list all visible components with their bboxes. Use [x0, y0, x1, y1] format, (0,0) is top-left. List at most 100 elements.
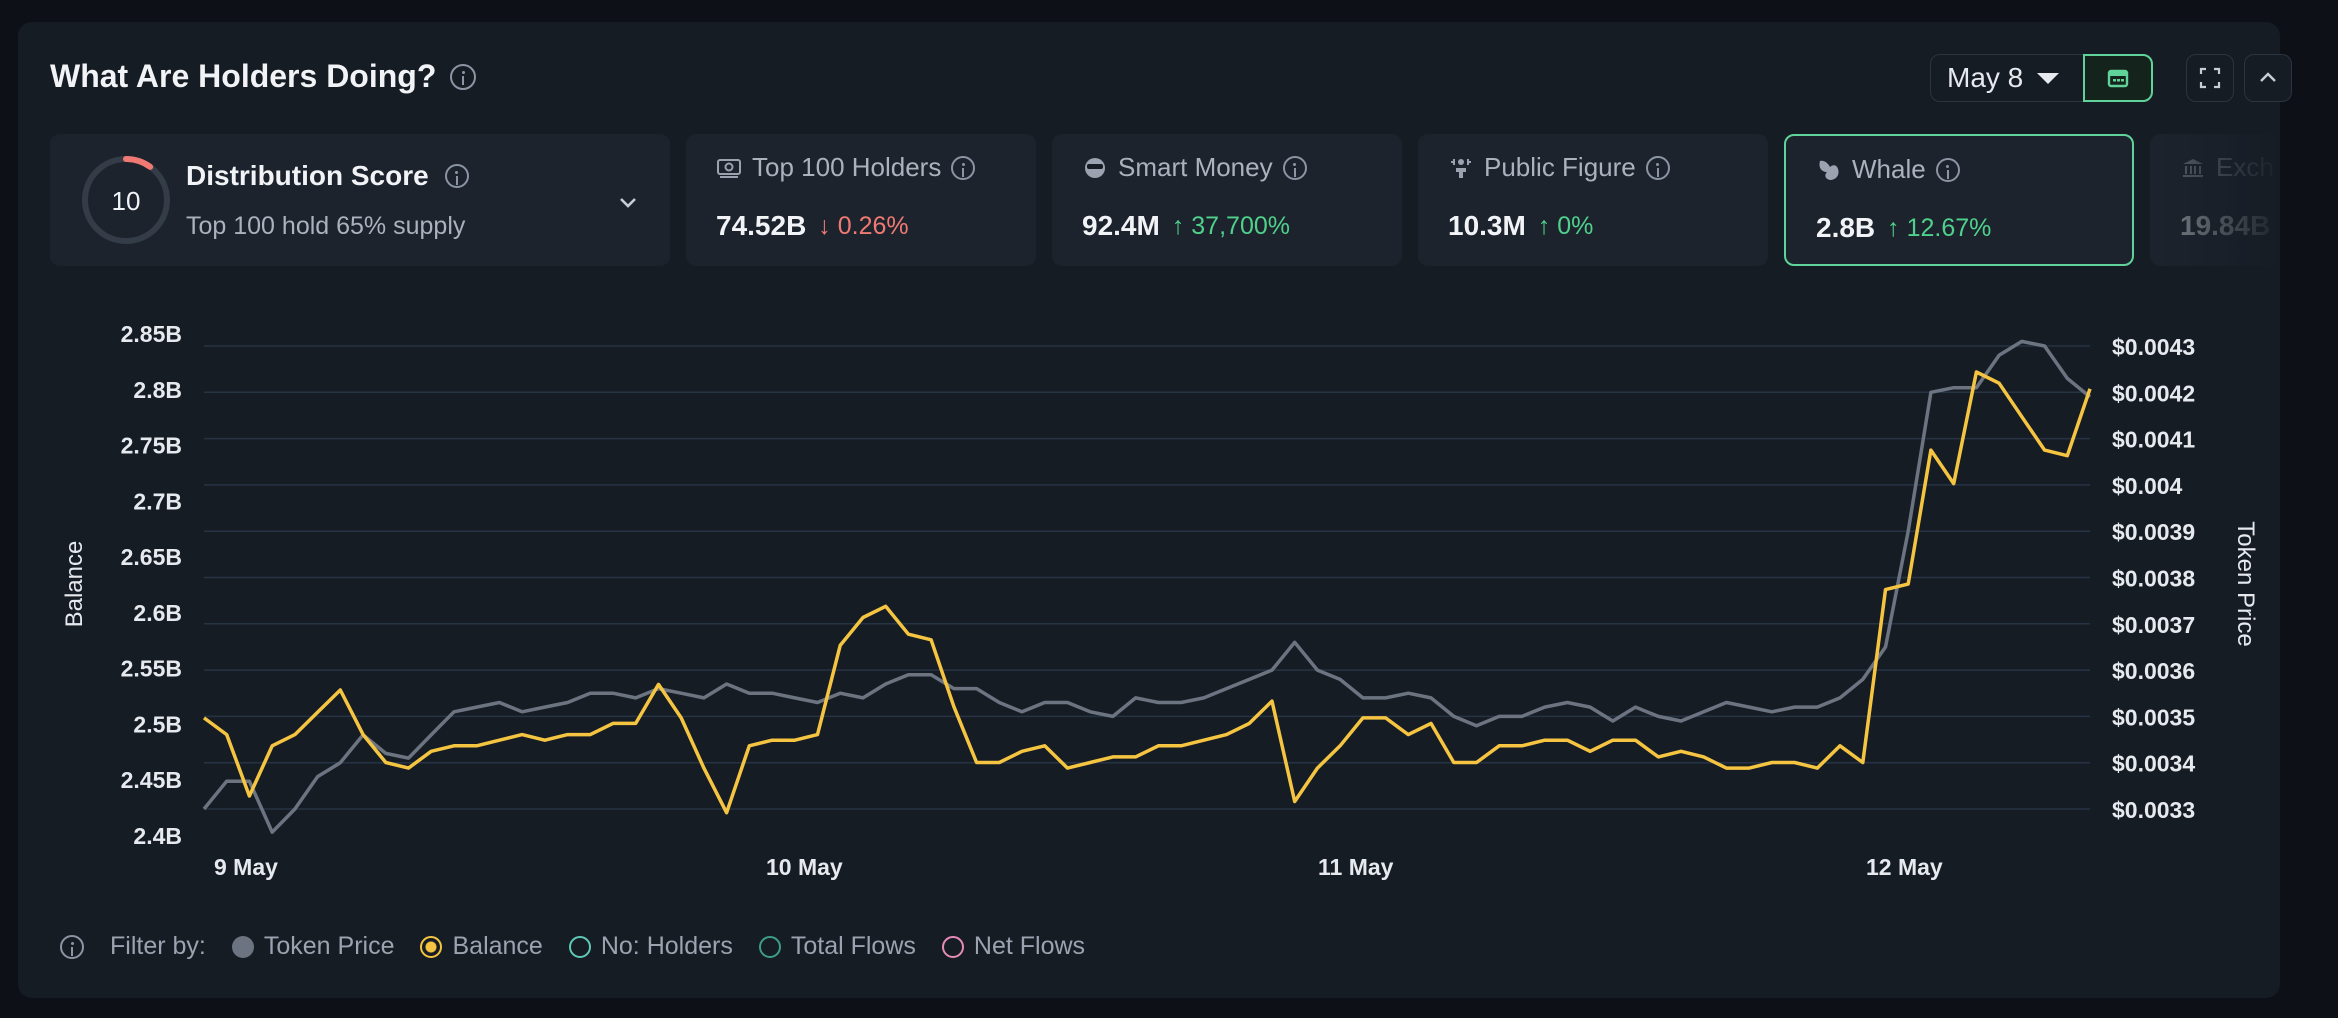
y2-tick-label: $0.004 [2112, 473, 2183, 499]
card-value-text: 2.8B [1816, 212, 1876, 243]
card-value: 2.8B ↑ 12.67% [1816, 212, 1991, 244]
series-line-token-price[interactable] [202, 339, 2092, 834]
y-axis-title: Balance [61, 541, 88, 628]
podium-icon [1448, 157, 1474, 179]
card-value: 74.52B ↓ 0.26% [716, 210, 909, 242]
x-tick-label: 9 May [214, 854, 278, 880]
score-value: 10 [112, 186, 141, 216]
filter-label-text: No: Holders [600, 932, 733, 960]
card-label: Public Figure [1448, 152, 1670, 183]
collapse-button[interactable] [2244, 54, 2292, 102]
y2-tick-label: $0.0035 [2112, 704, 2195, 730]
card-label-text: Top 100 Holders [752, 152, 942, 182]
y2-tick-label: $0.0037 [2112, 612, 2195, 638]
y2-tick-label: $0.0038 [2112, 566, 2195, 592]
card-label: Top 100 Holders [716, 152, 976, 183]
y2-tick-label: $0.0041 [2112, 427, 2195, 453]
card-delta: ↑ 0% [1538, 212, 1594, 241]
y-tick-label: 2.8B [133, 377, 182, 403]
filter-label-text: Balance [452, 932, 543, 960]
y-tick-label: 2.45B [121, 767, 182, 793]
card-value-text: 10.3M [1448, 210, 1526, 241]
chevron-down-icon[interactable] [616, 190, 640, 214]
series-line-balance[interactable] [202, 370, 2092, 815]
whale-icon [1816, 158, 1842, 182]
y-tick-label: 2.65B [121, 544, 182, 570]
distribution-score-card[interactable]: 10 Distribution Score Top 100 hold 65% s… [50, 134, 670, 266]
y-tick-label: 2.4B [133, 823, 182, 849]
card-value: 10.3M ↑ 0% [1448, 210, 1593, 242]
legend-dot-icon [941, 935, 964, 958]
cards-scroll-fade [2160, 134, 2280, 266]
filter-no-holders[interactable]: No: Holders [568, 932, 733, 961]
filter-label-text: Total Flows [790, 932, 916, 960]
card-label-text: Whale [1852, 154, 1926, 184]
y2-tick-label: $0.0042 [2112, 380, 2195, 406]
info-icon[interactable] [444, 164, 469, 188]
card-label-text: Public Figure [1484, 152, 1636, 182]
card-delta: ↓ 0.26% [818, 212, 908, 241]
x-tick-label: 11 May [1318, 854, 1394, 880]
filter-label: Filter by: [110, 932, 206, 960]
filter-net-flows[interactable]: Net Flows [941, 932, 1086, 961]
y2-tick-label: $0.0033 [2112, 797, 2195, 823]
info-icon[interactable] [60, 934, 84, 959]
info-icon[interactable] [951, 155, 976, 180]
y2-tick-label: $0.0034 [2112, 751, 2195, 777]
arrow-up-icon: ↑ [1887, 213, 1900, 242]
card-value: 92.4M ↑ 37,700% [1082, 210, 1290, 242]
date-select[interactable]: May 8 [1930, 54, 2084, 102]
metric-card-top-100-holders[interactable]: Top 100 Holders 74.52B ↓ 0.26% [686, 134, 1036, 266]
card-delta-text: 0.26% [837, 211, 909, 240]
calendar-button[interactable] [2083, 54, 2153, 102]
x-tick-label: 10 May [766, 854, 843, 880]
card-delta: ↑ 37,700% [1172, 212, 1290, 241]
metric-card-public-figure[interactable]: Public Figure 10.3M ↑ 0% [1418, 134, 1768, 266]
filter-total-flows[interactable]: Total Flows [758, 932, 916, 961]
y-tick-label: 2.5B [133, 711, 182, 737]
y-tick-label: 2.7B [133, 488, 182, 514]
y2-tick-label: $0.0036 [2112, 658, 2195, 684]
fullscreen-button[interactable] [2186, 54, 2234, 102]
page-title: What Are Holders Doing? [50, 58, 477, 95]
card-label: Whale [1816, 154, 1960, 185]
y2-tick-label: $0.0039 [2112, 519, 2195, 545]
metric-card-smart-money[interactable]: Smart Money 92.4M ↑ 37,700% [1052, 134, 1402, 266]
arrow-up-icon: ↑ [1171, 211, 1185, 240]
chevron-up-icon [2260, 72, 2276, 82]
card-delta: ↑ 12.67% [1887, 214, 1991, 243]
cash-icon [716, 157, 742, 179]
arrow-down-icon: ↓ [818, 211, 831, 240]
x-tick-label: 12 May [1866, 854, 1943, 880]
y2-axis-title: Token Price [2232, 521, 2259, 646]
filter-items: Token Price Balance No: Holders Total Flows… [231, 932, 1086, 961]
info-icon[interactable] [450, 63, 477, 90]
legend-dot-icon [568, 935, 591, 958]
info-icon[interactable] [1645, 155, 1670, 180]
caret-down-icon [2037, 72, 2060, 84]
filter-label-text: Net Flows [973, 932, 1086, 960]
filter-balance[interactable]: Balance [420, 932, 543, 961]
y-tick-label: 2.85B [121, 321, 182, 347]
y-tick-label: 2.55B [121, 656, 182, 682]
sunglasses-icon [1082, 157, 1108, 179]
legend-dot-icon [420, 935, 443, 958]
filter-token-price[interactable]: Token Price [231, 932, 394, 961]
score-ring: 10 [82, 156, 170, 244]
card-value-text: 92.4M [1082, 210, 1160, 241]
metric-card-whale[interactable]: Whale 2.8B ↑ 12.67% [1784, 134, 2134, 266]
score-subtitle: Top 100 hold 65% supply [186, 212, 466, 240]
score-title-text: Distribution Score [186, 160, 429, 191]
score-title: Distribution Score [186, 160, 469, 192]
expand-icon [2199, 67, 2221, 89]
arrow-up-icon: ↑ [1537, 211, 1551, 240]
info-icon[interactable] [1282, 155, 1307, 180]
title-text: What Are Holders Doing? [50, 58, 437, 94]
y-tick-label: 2.6B [133, 600, 182, 626]
legend-dot-icon [231, 935, 254, 958]
card-delta-text: 37,700% [1191, 211, 1290, 240]
info-icon[interactable] [1935, 157, 1960, 182]
y-tick-label: 2.75B [121, 433, 182, 459]
card-delta-text: 0% [1557, 211, 1594, 240]
